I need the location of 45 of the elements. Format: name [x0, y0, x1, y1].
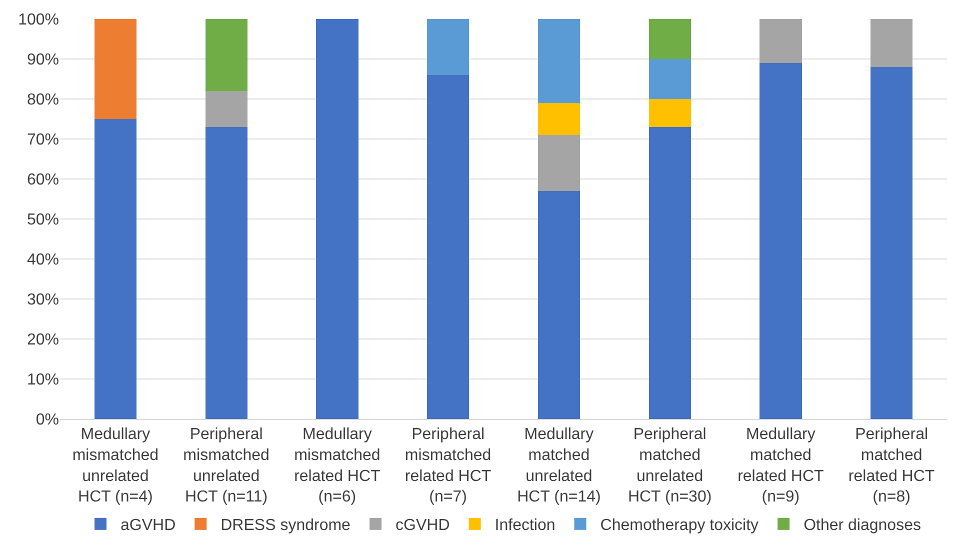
legend-label: Infection [494, 517, 556, 534]
bar [648, 127, 691, 419]
y-tick-label: 30% [26, 292, 59, 309]
x-tick-label: Medullary matched related HCT (n=9) [738, 426, 824, 506]
y-tick-label: 0% [36, 412, 59, 429]
x-tick-label: Medullary mismatched unrelated HCT (n=4) [72, 426, 159, 506]
bar [538, 19, 580, 103]
bar [316, 19, 358, 419]
bar [870, 67, 913, 419]
y-tick-label: 80% [26, 92, 59, 109]
x-tick-label: Medullary mismatched related HCT (n=6) [294, 426, 381, 506]
y-tick-label: 20% [26, 332, 59, 349]
y-tick-label: 90% [26, 52, 59, 69]
x-tick-label: Peripheral mismatched related HCT (n=7) [404, 426, 492, 506]
bar [760, 19, 802, 63]
bar [648, 19, 691, 59]
legend-label: Other diagnoses [804, 517, 921, 534]
legend-label: Chemotherapy toxicity [600, 517, 759, 534]
bar [94, 19, 136, 119]
bar [205, 127, 248, 419]
bar [538, 103, 580, 135]
y-tick-label: 50% [26, 212, 59, 229]
y-tick-label: 100% [18, 12, 59, 29]
bar [538, 135, 580, 191]
x-tick-label: Peripheral matched unrelated HCT (n=30) [628, 426, 712, 506]
y-tick-label: 60% [26, 172, 59, 189]
x-tick-label: Peripheral matched related HCT (n=8) [848, 426, 935, 506]
y-tick-label: 10% [26, 372, 59, 389]
bar [205, 19, 248, 91]
bar [648, 99, 691, 127]
x-tick-label: Peripheral mismatched unrelated HCT (n=11) [183, 426, 270, 506]
x-tick-label: Medullary matched unrelated HCT (n=14) [517, 426, 601, 506]
legend-label: aGVHD [120, 517, 176, 534]
bar [648, 59, 691, 99]
legend-label: DRESS syndrome [220, 517, 351, 534]
bar [94, 119, 136, 419]
y-tick-label: 40% [26, 252, 59, 269]
bar [538, 191, 580, 419]
bar [205, 91, 248, 127]
bar [427, 75, 470, 419]
bar [760, 63, 802, 419]
legend-label: cGVHD [396, 517, 450, 534]
bar [870, 19, 913, 67]
y-tick-label: 70% [26, 132, 59, 149]
bar [427, 19, 470, 75]
